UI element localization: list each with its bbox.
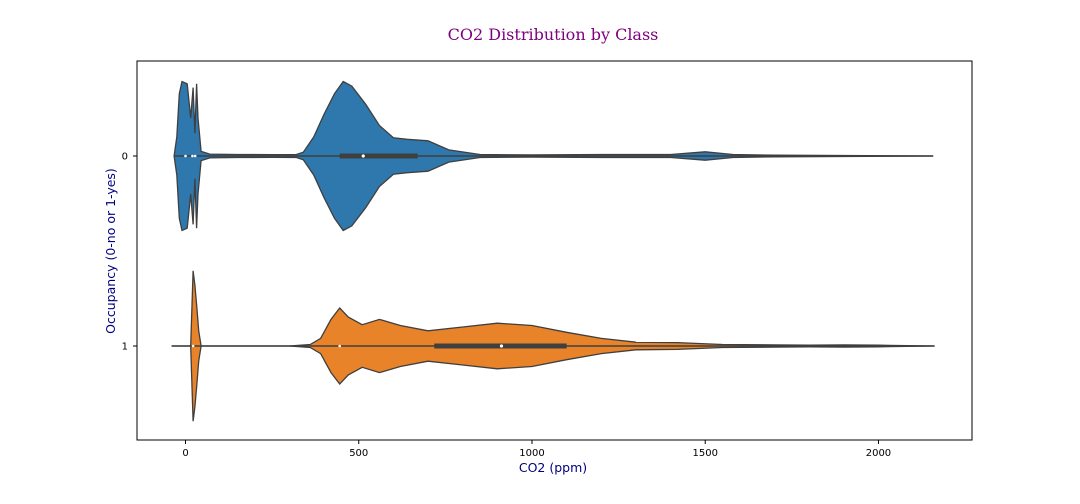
inner-marker-0-2 xyxy=(193,154,197,158)
median-dot-1 xyxy=(499,344,504,348)
x-tick-label-1000: 1000 xyxy=(519,448,544,459)
chart-title: CO2 Distribution by Class xyxy=(448,25,659,44)
x-ticks: 0 500 1000 1500 2000 xyxy=(182,440,891,459)
x-tick-label-0: 0 xyxy=(182,448,188,459)
x-tick-label-1500: 1500 xyxy=(692,448,717,459)
y-tick-label-1: 1 xyxy=(122,342,128,353)
y-ticks: 01 xyxy=(122,152,137,353)
x-tick-label-2000: 2000 xyxy=(866,448,891,459)
inner-marker-0-1 xyxy=(191,154,194,158)
violins-layer xyxy=(171,80,935,422)
y-tick-label-0: 0 xyxy=(122,152,128,163)
median-dot-0 xyxy=(361,154,365,158)
y-axis-label: Occupancy (0-no or 1-yes) xyxy=(103,168,118,334)
violin-1 xyxy=(171,270,935,422)
inner-marker-1-0 xyxy=(191,344,195,348)
x-axis-label: CO2 (ppm) xyxy=(519,460,587,475)
inner-marker-0-0 xyxy=(184,154,187,158)
violin-0 xyxy=(173,80,934,232)
inner-marker-1-1 xyxy=(338,344,341,348)
x-tick-label-500: 500 xyxy=(349,448,368,459)
iqr-box-0 xyxy=(339,153,418,159)
plot-frame xyxy=(136,60,973,441)
